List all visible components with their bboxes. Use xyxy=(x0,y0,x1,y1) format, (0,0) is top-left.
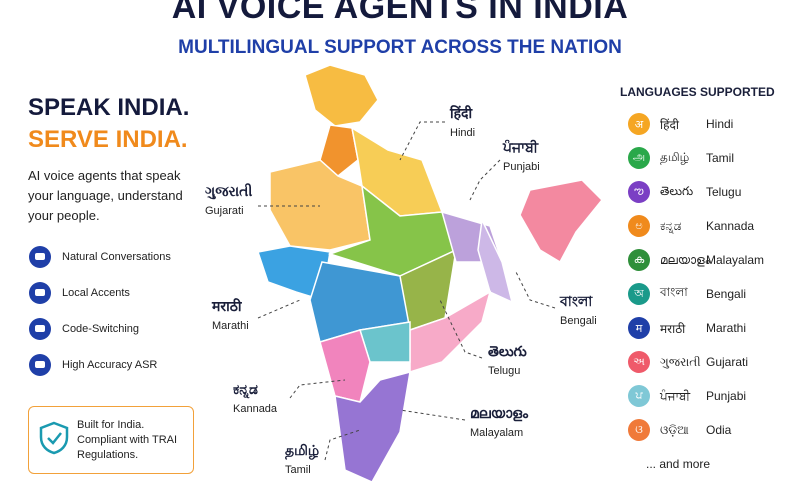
description: AI voice agents that speak your language… xyxy=(28,168,183,223)
map-label-name: Bengali xyxy=(560,315,597,327)
language-native: മലയാളം xyxy=(660,252,710,267)
language-row: ക മലയാളം Malayalam xyxy=(628,248,764,272)
feature-text: Natural Conversations xyxy=(62,251,171,263)
language-icon: अ xyxy=(628,113,650,135)
map-label-name: Kannada xyxy=(233,403,278,415)
language-icon: ਪ xyxy=(628,385,650,407)
icon-glyph xyxy=(35,325,45,332)
map-label-name: Telugu xyxy=(488,365,520,377)
feature: Local Accents xyxy=(28,280,130,306)
map-label-native: বাংলা xyxy=(559,293,593,309)
language-native: తెలుగు xyxy=(660,183,694,198)
headline: SERVE INDIA. xyxy=(28,126,188,153)
language-icon: ಅ xyxy=(628,215,650,237)
language-native: தமிழ் xyxy=(660,150,690,164)
feature-icon xyxy=(29,354,51,376)
language-row: অ বাংলা Bengali xyxy=(628,282,746,306)
language-icon: ଓ xyxy=(628,419,650,441)
language-row: ଓ ଓଡ଼ିଆ Odia xyxy=(628,418,731,442)
language-icon: म xyxy=(628,317,650,339)
icon-glyph xyxy=(35,253,45,260)
language-name: Punjabi xyxy=(706,389,747,403)
feature: Natural Conversations xyxy=(28,244,171,270)
map-label-native: മലയാളം xyxy=(470,405,529,422)
language-native: हिंदी xyxy=(660,117,679,132)
feature-icon xyxy=(29,282,51,304)
feature: Code-Switching xyxy=(28,316,139,342)
headline: SPEAK INDIA. xyxy=(28,94,190,121)
language-name: Kannada xyxy=(706,219,755,233)
language-name: Hindi xyxy=(706,117,734,131)
title: AI VOICE AGENTS IN INDIA xyxy=(171,0,629,26)
feature-icon xyxy=(29,246,51,268)
feature-text: High Accuracy ASR xyxy=(62,359,158,371)
language-icon: அ xyxy=(628,147,650,169)
feature-text: Local Accents xyxy=(62,287,130,299)
map-label-native: ಕನ್ನಡ xyxy=(233,381,258,399)
language-name: Marathi xyxy=(706,321,747,335)
feature-icon xyxy=(29,318,51,340)
map-label-name: Gujarati xyxy=(205,205,244,217)
language-name: Telugu xyxy=(706,185,742,199)
more-text: ... and more xyxy=(646,457,711,471)
language-native: ਪੰਜਾਬੀ xyxy=(660,388,691,403)
language-icon: ఌ xyxy=(628,181,650,203)
map-label-native: తెలుగు xyxy=(488,343,527,359)
badge-text: Built for India. Compliant with TRAI Reg… xyxy=(77,419,178,461)
map-label-name: Hindi xyxy=(450,127,475,139)
language-native: ગુજરાતી xyxy=(660,354,701,369)
language-name: Odia xyxy=(706,423,732,437)
language-icon: অ xyxy=(628,283,650,305)
feature: High Accuracy ASR xyxy=(28,352,157,378)
feature-text: Code-Switching xyxy=(62,323,140,335)
subtitle: MULTILINGUAL SUPPORT ACROSS THE NATION xyxy=(178,37,622,58)
map-label-native: ਪੰਜਾਬੀ xyxy=(502,138,539,155)
language-name: Gujarati xyxy=(706,355,749,369)
language-native: বাংলা xyxy=(660,285,688,299)
language-icon: અ xyxy=(628,351,650,373)
language-native: ಕನ್ನಡ xyxy=(660,218,682,233)
map-label-native: हिंदी xyxy=(449,105,473,121)
language-name: Tamil xyxy=(706,151,735,165)
language-row: अ हिंदी Hindi xyxy=(628,112,733,136)
language-row: அ தமிழ் Tamil xyxy=(628,146,734,170)
language-native: मराठी xyxy=(660,321,686,336)
language-icon: ക xyxy=(628,249,650,271)
language-row: અ ગુજરાતી Gujarati xyxy=(628,350,748,374)
map-label-name: Malayalam xyxy=(470,427,523,439)
map-label-native: ગુજરાતી xyxy=(205,183,252,200)
badge xyxy=(28,406,194,474)
map-label-native: தமிழ் xyxy=(285,442,319,460)
map-label-name: Punjabi xyxy=(503,161,540,173)
icon-glyph xyxy=(35,361,45,368)
language-row: ಅ ಕನ್ನಡ Kannada xyxy=(628,214,754,238)
language-row: ਪ ਪੰਜਾਬੀ Punjabi xyxy=(628,384,746,408)
icon-glyph xyxy=(35,289,45,296)
language-row: ఌ తెలుగు Telugu xyxy=(628,180,741,204)
language-name: Malayalam xyxy=(706,253,765,267)
shield-icon xyxy=(39,421,69,455)
map-label-name: Marathi xyxy=(212,320,249,332)
map-label-name: Tamil xyxy=(285,464,311,476)
map-label-native: मराठी xyxy=(211,298,243,314)
language-native: ଓଡ଼ିଆ xyxy=(660,422,689,437)
language-name: Bengali xyxy=(706,287,747,301)
languages-title: LANGUAGES SUPPORTED xyxy=(620,85,775,99)
language-row: म मराठी Marathi xyxy=(628,316,746,340)
